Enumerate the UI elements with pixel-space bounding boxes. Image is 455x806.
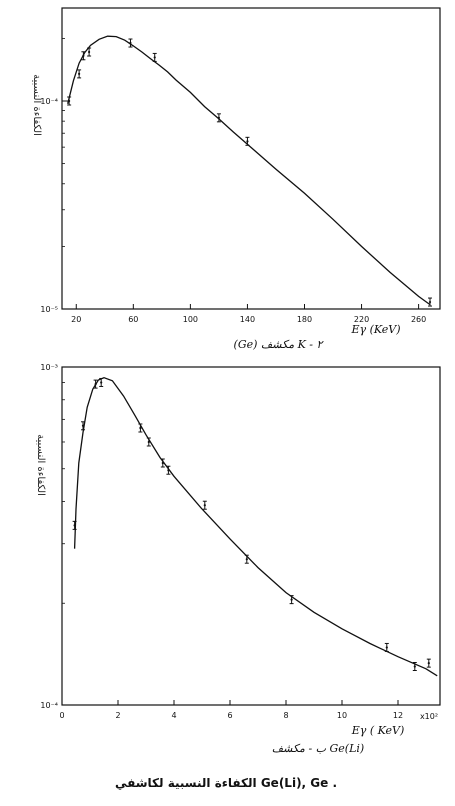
panel2-x-axis-label: Eγ ( KeV) xyxy=(351,724,405,737)
data-point xyxy=(81,421,85,431)
x-tick-label: 220 xyxy=(354,315,369,324)
panel2-plot-frame xyxy=(61,366,441,706)
x-tick-label: 4 xyxy=(171,711,176,720)
data-point xyxy=(81,51,86,61)
data-point xyxy=(99,377,104,387)
panel2-x-multiplier: x10² xyxy=(420,712,438,721)
x-tick-label: 140 xyxy=(240,315,255,324)
data-point xyxy=(72,520,77,530)
chart-panel-ge: الكفاءة النسبية 20 60 100 140 180 220 260 10⁻⁵… xyxy=(31,7,441,351)
data-point xyxy=(166,465,171,475)
x-tick-label: 10 xyxy=(337,711,347,720)
data-point xyxy=(87,47,92,57)
y-tick-label: 10⁻³ xyxy=(40,363,58,372)
data-point xyxy=(152,52,157,62)
data-point xyxy=(160,458,165,468)
x-tick-label: 180 xyxy=(297,315,312,324)
x-tick-label: 0 xyxy=(59,711,64,720)
panel2-efficiency-curve xyxy=(73,377,438,677)
figure-caption: الكفاءة النسبية لكاشفي Ge(Li), Ge . xyxy=(115,776,337,790)
data-point xyxy=(93,379,98,389)
y-tick-label: 10⁻⁵ xyxy=(40,305,58,314)
data-point xyxy=(77,69,82,79)
data-point xyxy=(244,554,249,564)
panel1-y-axis-label: الكفاءة النسبية xyxy=(31,74,42,136)
x-tick-label: 20 xyxy=(71,315,81,324)
data-point xyxy=(138,423,143,433)
data-point xyxy=(245,136,250,146)
data-point xyxy=(428,297,433,307)
data-point xyxy=(146,437,151,447)
panel2-y-axis-label: الكفاءة النسبية xyxy=(35,434,46,496)
data-point xyxy=(202,500,207,510)
x-tick-label: 12 xyxy=(393,711,403,720)
data-point xyxy=(128,38,133,48)
x-tick-label: 8 xyxy=(283,711,288,720)
data-point xyxy=(412,661,417,671)
x-tick-label: 6 xyxy=(227,711,232,720)
x-tick-label: 2 xyxy=(115,711,120,720)
panel2-sublabel: ب - مكشف Ge(Li) xyxy=(272,742,364,755)
x-tick-label: 60 xyxy=(128,315,138,324)
data-point xyxy=(384,642,389,652)
data-point xyxy=(426,658,431,668)
x-tick-label: 100 xyxy=(183,315,198,324)
panel1-plot-frame xyxy=(61,7,441,310)
data-point xyxy=(216,113,221,123)
y-tick-label: 10⁻⁴ xyxy=(40,97,58,106)
x-tick-label: 260 xyxy=(411,315,426,324)
data-point xyxy=(67,96,72,106)
data-point xyxy=(289,595,294,605)
y-tick-label: 10⁻⁴ xyxy=(40,701,58,710)
panel1-sublabel: (Ge) مكشف K - ٢ xyxy=(234,338,325,351)
panel1-x-axis-label: Eγ (KeV) xyxy=(350,323,400,336)
panel1-efficiency-curve xyxy=(67,35,431,306)
chart-panel-geli: الكفاءة النسبية 0 2 4 6 8 10 12 10⁻⁴10⁻³ x10² … xyxy=(35,363,441,755)
